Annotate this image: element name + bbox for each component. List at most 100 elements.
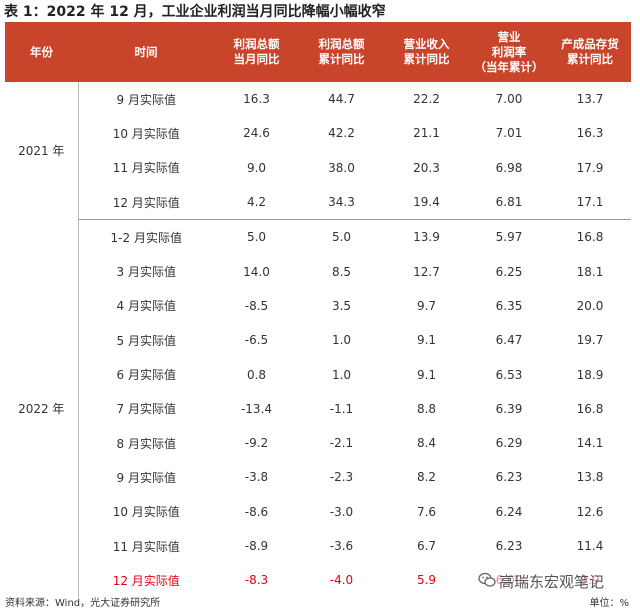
cell-profit-cum: 1.0	[331, 333, 352, 348]
header-margin: 营业 利润率 （当年累计）	[469, 22, 549, 82]
header-profit-cum: 利润总额 累计同比	[299, 22, 384, 82]
table-row: 6 月实际值 0.8 1.0 9.1 6.53 18.9	[5, 357, 631, 391]
header-profit-month: 利润总额 当月同比	[214, 22, 299, 82]
cell-profit-month: 0.8	[246, 367, 267, 382]
header-line: 当月同比	[233, 52, 280, 66]
cell-revenue-cum: 8.4	[416, 436, 437, 451]
cell-margin: 6.53	[495, 367, 523, 382]
header-line: 利润总额	[318, 37, 365, 51]
cell-profit-cum: 38.0	[328, 160, 355, 175]
cell-revenue-cum: 13.9	[413, 230, 440, 245]
wechat-icon	[478, 571, 496, 595]
cell-profit-cum: -1.1	[329, 401, 354, 416]
cell-profit-month: 9.0	[246, 160, 267, 175]
cell-time: 4 月实际值	[116, 299, 176, 314]
cell-profit-month: 14.0	[243, 264, 270, 279]
cell-profit-month: -13.4	[240, 401, 273, 416]
cell-margin: 7.01	[495, 126, 523, 141]
cell-inventory: 18.1	[576, 264, 604, 279]
cell-margin: 6.23	[495, 470, 523, 485]
header-line: 累计同比	[403, 52, 450, 66]
table-row: 10 月实际值 24.6 42.2 21.1 7.01 16.3	[5, 116, 631, 150]
cell-inventory: 16.8	[576, 401, 604, 416]
cell-time: 12 月实际值	[112, 573, 180, 588]
cell-inventory: 17.9	[576, 160, 604, 175]
table-row: 11 月实际值 -8.9 -3.6 6.7 6.23 11.4	[5, 529, 631, 563]
cell-revenue-cum: 5.9	[416, 573, 437, 588]
table-row: 11 月实际值 9.0 38.0 20.3 6.98 17.9	[5, 151, 631, 185]
table-header-row: 年份 时间 利润总额 当月同比 利润总额 累计同比 营业收入 累计同比 营业 利…	[5, 22, 631, 82]
cell-margin: 5.97	[495, 230, 523, 245]
cell-profit-month: -8.3	[244, 573, 269, 588]
cell-revenue-cum: 6.7	[416, 539, 437, 553]
cell-margin: 6.29	[495, 436, 523, 451]
header-line: 营业	[497, 29, 521, 44]
cell-profit-month: 4.2	[214, 184, 299, 221]
cell-year: 2021 年	[5, 82, 79, 220]
header-line: 利润率	[491, 44, 527, 59]
cell-profit-month: 5.0	[246, 230, 267, 245]
table-row: 3 月实际值 14.0 8.5 12.7 6.25 18.1	[5, 254, 631, 288]
cell-inventory: 12.6	[576, 504, 604, 519]
table-row: 12 月实际值 4.2 34.3 19.4 6.81 17.1	[5, 184, 631, 221]
header-line: （当年累计）	[474, 59, 544, 74]
cell-inventory: 19.7	[576, 333, 604, 348]
cell-margin: 6.98	[495, 160, 523, 175]
cell-time: 9 月实际值	[116, 470, 176, 485]
cell-time: 12 月实际值	[78, 184, 214, 221]
cell-time: 7 月实际值	[116, 402, 176, 417]
header-line: 利润总额	[233, 37, 280, 51]
cell-profit-cum: -3.6	[329, 539, 354, 553]
cell-time: 10 月实际值	[112, 126, 180, 141]
table-row: 7 月实际值 -13.4 -1.1 8.8 6.39 16.8	[5, 392, 631, 426]
data-table: 年份 时间 利润总额 当月同比 利润总额 累计同比 营业收入 累计同比 营业 利…	[5, 22, 631, 598]
header-line: 产成品存货	[561, 37, 619, 51]
watermark-text: 高瑞东宏观笔记	[499, 573, 605, 591]
cell-revenue-cum: 9.1	[416, 367, 437, 382]
cell-time: 11 月实际值	[112, 161, 180, 176]
table-row: 9 月实际值 -3.8 -2.3 8.2 6.23 13.8	[5, 460, 631, 494]
cell-profit-cum: 42.2	[328, 126, 355, 141]
cell-revenue-cum: 21.1	[413, 126, 440, 141]
cell-profit-cum: -3.0	[329, 504, 354, 519]
cell-year: 2022 年	[5, 219, 79, 598]
cell-time: 8 月实际值	[116, 436, 176, 451]
cell-margin: 6.23	[495, 539, 523, 553]
cell-profit-cum: 3.5	[331, 298, 352, 313]
cell-profit-month: -8.9	[244, 539, 269, 553]
cell-time: 9 月实际值	[116, 92, 176, 107]
cell-inventory: 16.8	[576, 230, 604, 245]
cell-profit-month: -8.6	[244, 504, 269, 519]
cell-revenue-cum: 20.3	[413, 160, 440, 175]
cell-revenue-cum: 9.7	[416, 298, 437, 313]
cell-margin: 6.35	[495, 298, 523, 313]
cell-inventory: 17.1	[549, 184, 631, 221]
cell-time: 10 月实际值	[112, 505, 180, 520]
cell-margin: 6.81	[469, 184, 549, 221]
header-line: 累计同比	[567, 52, 613, 66]
cell-margin: 7.00	[495, 92, 523, 107]
cell-profit-cum: 5.0	[331, 230, 352, 245]
header-revenue-cum: 营业收入 累计同比	[384, 22, 469, 82]
cell-profit-month: -3.8	[244, 470, 269, 485]
cell-profit-cum: 44.7	[328, 92, 355, 107]
unit-note: 单位：%	[589, 598, 629, 609]
table-row: 2022 年 1-2 月实际值 5.0 5.0 13.9 5.97 16.8	[5, 219, 631, 598]
cell-margin: 6.39	[495, 401, 523, 416]
table-footer: 资料来源：Wind，光大证券研究所 单位：%	[5, 597, 631, 611]
table-row: 8 月实际值 -9.2 -2.1 8.4 6.29 14.1	[5, 426, 631, 460]
table-row: 10 月实际值 -8.6 -3.0 7.6 6.24 12.6	[5, 495, 631, 529]
cell-profit-month: 24.6	[243, 126, 270, 141]
cell-profit-month: -6.5	[244, 333, 269, 348]
cell-profit-cum: -4.0	[329, 573, 354, 588]
cell-profit-month: -9.2	[244, 436, 269, 451]
header-line: 累计同比	[318, 52, 365, 66]
table-caption: 表 1：2022 年 12 月，工业企业利润当月同比降幅小幅收窄	[4, 4, 386, 20]
table-row: 2021 年 9 月实际值 16.3 44.7 22.2 7.00 13.7	[5, 82, 631, 220]
cell-revenue-cum: 8.8	[416, 401, 437, 416]
cell-margin: 6.47	[495, 333, 523, 348]
header-line: 营业收入	[403, 37, 450, 51]
source-note: 资料来源：Wind，光大证券研究所	[5, 598, 161, 609]
cell-profit-cum: -2.1	[329, 436, 354, 451]
